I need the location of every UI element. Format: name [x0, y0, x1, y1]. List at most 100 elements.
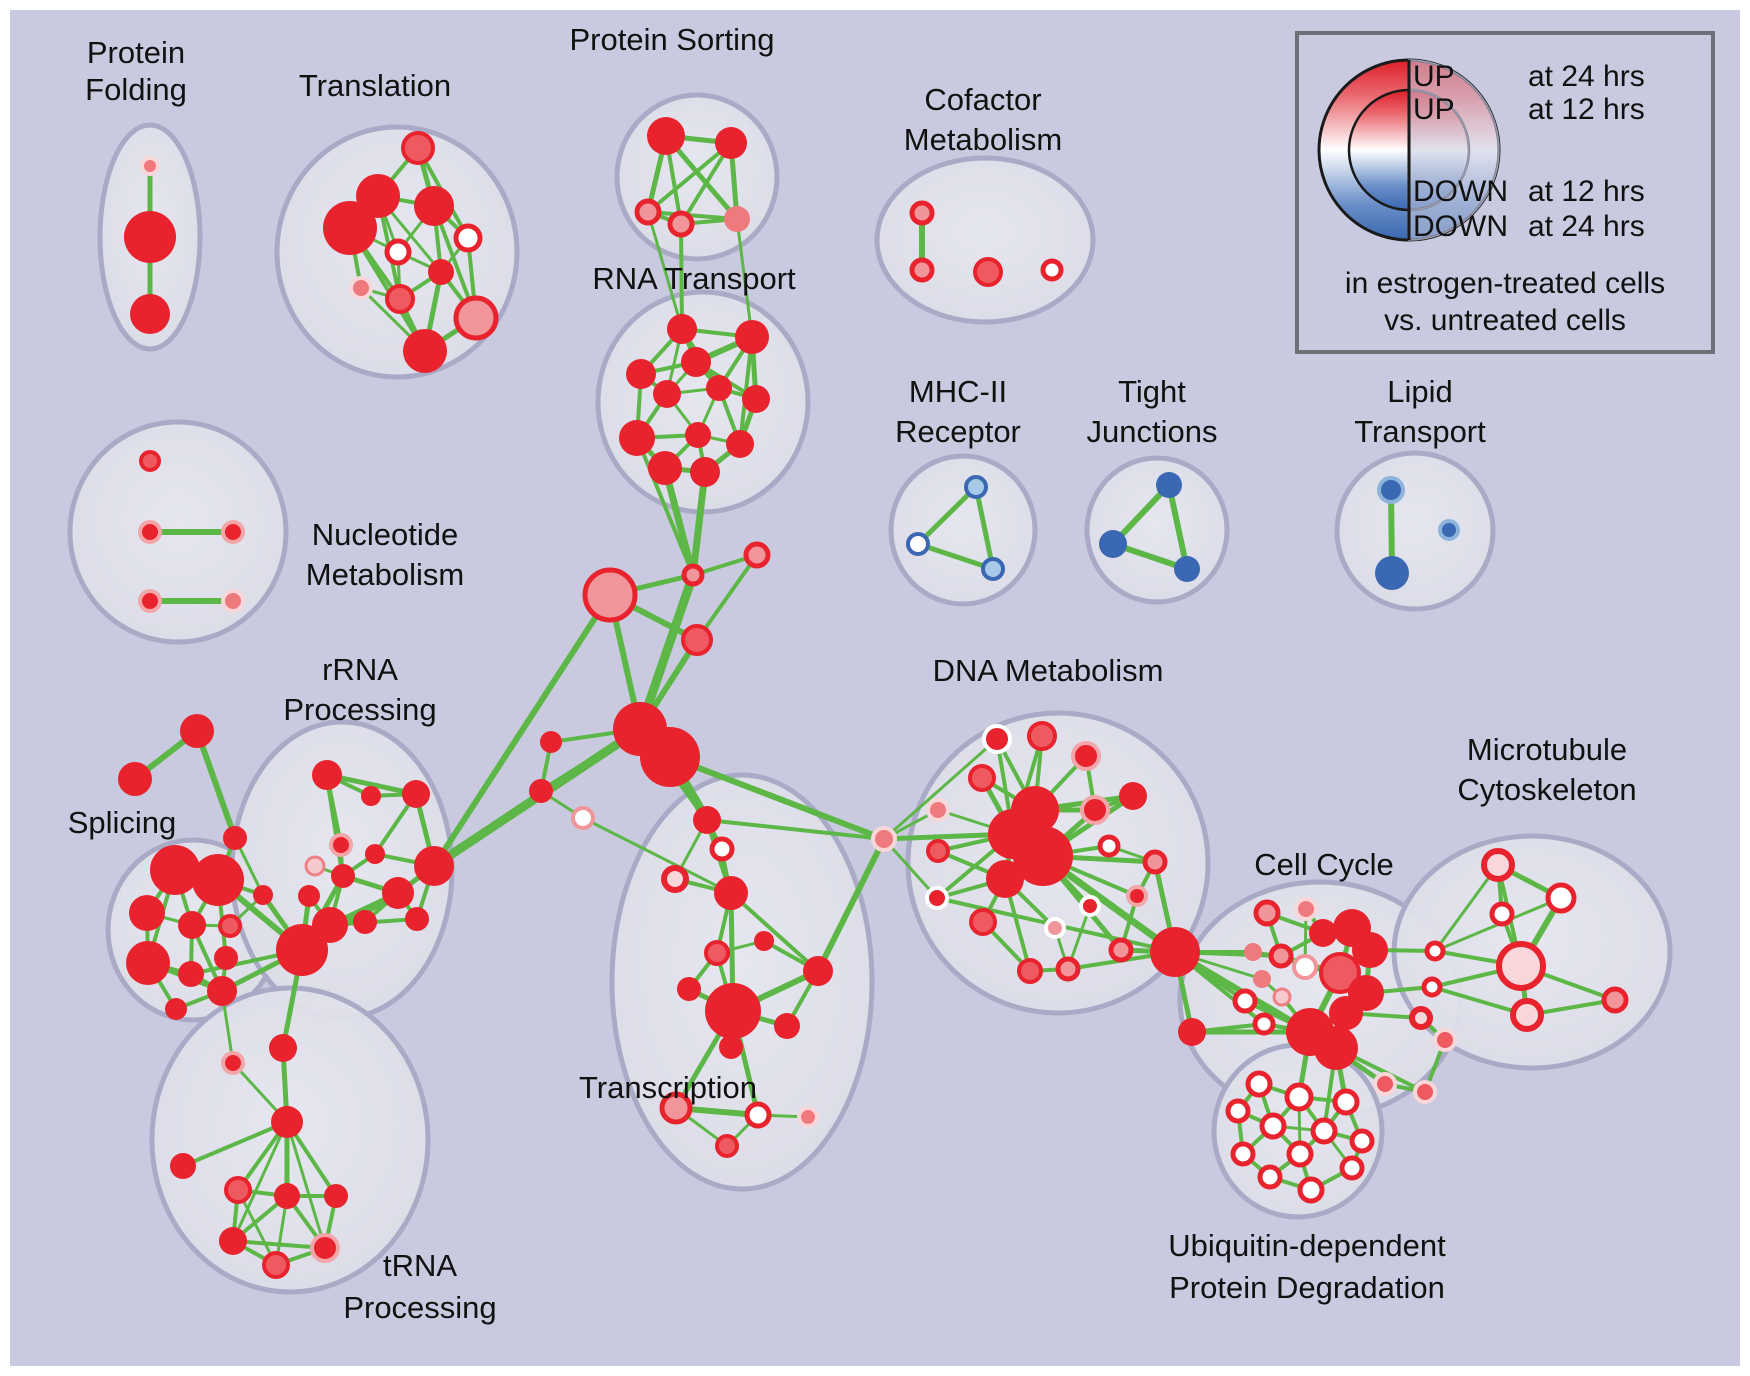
node-D10 [1013, 826, 1073, 886]
node-X14 [797, 1106, 819, 1128]
network-edge [646, 141, 733, 214]
node-PF2 [124, 211, 176, 263]
legend-row-time: at 12 hrs [1528, 175, 1645, 208]
node-N4 [138, 589, 162, 613]
node-CC0 [1150, 927, 1200, 977]
node-R4 [329, 833, 353, 857]
node-M1 [964, 475, 988, 499]
node-TR1 [271, 1106, 303, 1138]
node-CON1 [871, 826, 897, 852]
node-S5 [218, 914, 242, 938]
node-C7 [1268, 943, 1294, 969]
node-F1 [180, 714, 214, 748]
node-T3 [414, 186, 454, 226]
cluster-translation-label: Translation [299, 68, 451, 103]
network-edge [667, 754, 887, 842]
legend-caption: vs. untreated cells [1384, 304, 1626, 337]
network-edge [431, 592, 613, 869]
cluster-transcription-label: Transcription [579, 1070, 757, 1105]
network-edge [1433, 863, 1500, 953]
node-D18 [1079, 895, 1101, 917]
node-S1 [150, 845, 200, 895]
node-X6 [704, 940, 730, 966]
node-CM1 [909, 200, 935, 226]
node-U10 [1339, 1155, 1365, 1181]
node-R1 [312, 760, 342, 790]
cluster-rrna-processing-label: rRNA Processing [283, 652, 436, 727]
network-edge [324, 772, 419, 797]
node-T6 [384, 238, 412, 266]
network-edge [661, 464, 697, 579]
network-edge [231, 1239, 327, 1250]
node-T4 [323, 201, 377, 255]
node-D19 [1044, 917, 1066, 939]
node-U9 [1286, 1140, 1314, 1168]
cluster-protein-folding-label: Protein Folding [85, 35, 187, 107]
node-CM2 [909, 257, 935, 283]
node-S2 [192, 854, 244, 906]
network-edge [815, 836, 887, 974]
cluster-protein-sorting-ellipse [614, 92, 780, 262]
node-HP [582, 567, 638, 623]
node-R6 [365, 844, 385, 864]
legend-caption: in estrogen-treated cells [1345, 267, 1665, 300]
node-MT3 [1489, 901, 1515, 927]
network-edge [635, 570, 698, 734]
node-MT1 [1481, 848, 1515, 882]
node-C9 [1319, 952, 1361, 994]
node-F3 [223, 826, 247, 850]
node-X9 [705, 983, 761, 1039]
node-PS4 [667, 210, 695, 238]
node-U12 [1297, 1176, 1325, 1204]
node-R10 [298, 885, 320, 907]
network-edge [635, 436, 695, 577]
network-edge [695, 553, 759, 642]
node-U2 [1284, 1082, 1314, 1112]
node-RT7 [742, 385, 770, 413]
node-RT2 [735, 320, 769, 354]
node-R7 [331, 864, 355, 888]
node-T2 [356, 174, 400, 218]
network-edge [231, 1120, 289, 1243]
node-S3 [129, 895, 165, 931]
node-T9 [385, 284, 415, 314]
node-C6 [1244, 943, 1262, 961]
node-D11 [926, 839, 950, 863]
node-D21 [1017, 958, 1043, 984]
node-U11 [1257, 1164, 1283, 1190]
node-R2 [361, 786, 381, 806]
node-TR0b [221, 1051, 245, 1075]
node-HM [681, 624, 713, 656]
node-X13 [744, 1101, 772, 1129]
node-X5 [754, 931, 774, 951]
cluster-trna-processing-ellipse [149, 985, 431, 1295]
node-PS3 [634, 198, 662, 226]
cluster-splicing-label: Splicing [68, 805, 177, 840]
node-U8 [1230, 1141, 1256, 1167]
node-U7 [1349, 1128, 1375, 1154]
node-HL1 [540, 731, 562, 753]
node-D13 [986, 860, 1024, 898]
node-D14 [1142, 849, 1168, 875]
network-edge [181, 1120, 289, 1168]
network-edge [581, 816, 733, 895]
node-D3 [1071, 741, 1101, 771]
node-R14 [276, 924, 328, 976]
node-D1 [982, 724, 1012, 754]
cluster-microtubule-cytoskeleton-label: Microtubule Cytoskeleton [1457, 732, 1636, 807]
node-TR5 [324, 1184, 348, 1208]
node-S6 [253, 885, 273, 905]
network-edge [646, 210, 684, 331]
node-R9 [414, 846, 454, 886]
node-RT6 [706, 375, 732, 401]
cluster-transcription-ellipse [609, 772, 875, 1192]
node-C5 [1352, 932, 1388, 968]
node-X11 [719, 1035, 743, 1059]
legend-row-direction: DOWN [1413, 175, 1508, 208]
node-RT4 [626, 359, 656, 389]
node-S4 [178, 911, 206, 939]
node-TJ2 [1099, 530, 1127, 558]
node-TJ3 [1174, 556, 1200, 582]
node-X12 [659, 1091, 693, 1125]
